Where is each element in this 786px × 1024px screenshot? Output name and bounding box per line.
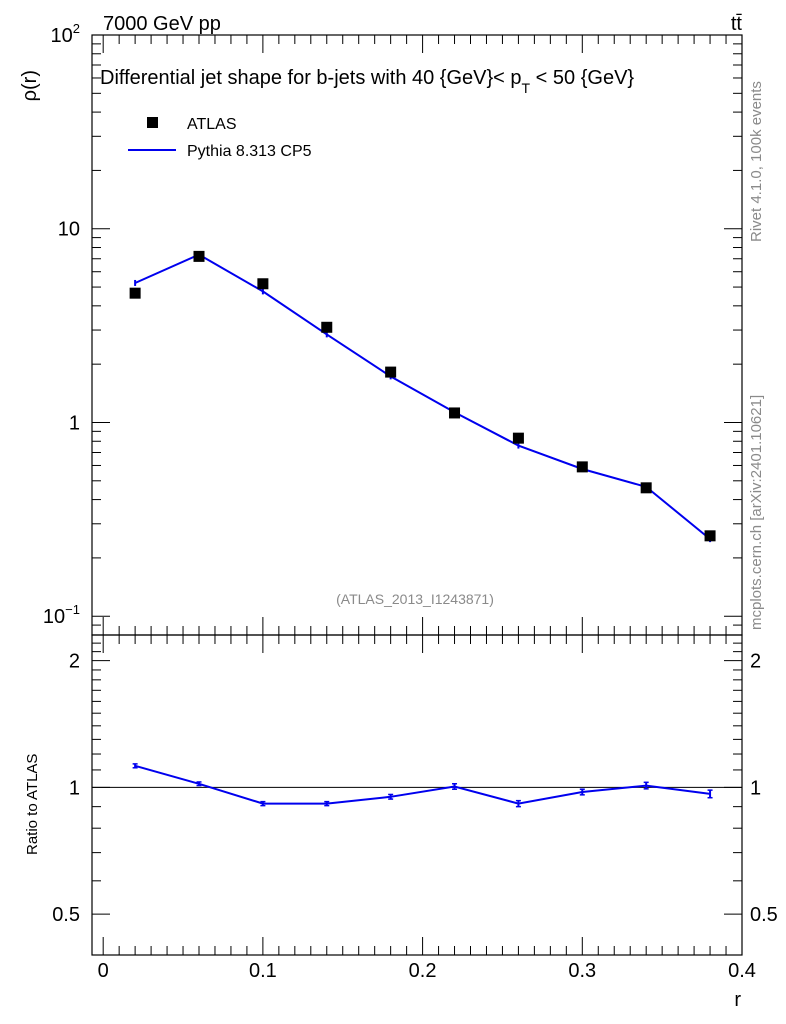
ratio-y-tick-labels: 2 2 1 1 0.5 0.5 — [52, 651, 778, 927]
legend-label-atlas: ATLAS — [187, 116, 237, 133]
analysis-id: (ATLAS_2013_I1243871) — [336, 591, 494, 607]
atlas-data-point — [449, 407, 461, 419]
ratio-y-tick-label-left: 1 — [69, 777, 80, 799]
x-tick-label: 0.4 — [728, 960, 756, 982]
mc-series-main — [134, 251, 712, 543]
atlas-data-point — [193, 250, 205, 262]
main-y-tick-label-base: 10 — [58, 219, 80, 241]
x-tick-label: 0 — [98, 960, 109, 982]
ratio-y-tick-label-right: 0.5 — [750, 904, 778, 926]
legend-label-pythia: Pythia 8.313 CP5 — [187, 143, 312, 160]
rivet-label: Rivet 4.1.0, 100k events — [748, 81, 765, 242]
atlas-data-point — [385, 366, 397, 378]
atlas-data-point — [321, 321, 333, 333]
ratio-y-tick-label-left: 0.5 — [52, 904, 80, 926]
mc-line-main — [134, 253, 711, 540]
mcplots-label: mcplots.cern.ch [arXiv:2401.10621] — [748, 395, 765, 630]
ratio-y-tick-label-right: 1 — [750, 777, 761, 799]
chart-title: Differential jet shape for b-jets with 4… — [100, 67, 634, 96]
atlas-data-point — [704, 530, 716, 542]
x-axis-label: r — [734, 989, 741, 1011]
y-axis-label-ratio: Ratio to ATLAS — [24, 754, 41, 855]
ratio-y-ticks — [92, 634, 742, 956]
data-series-main — [129, 250, 716, 542]
y-axis-label-main: ρ(r) — [19, 70, 41, 101]
process-label: tt̄ — [731, 13, 743, 35]
x-tick-label: 0.3 — [568, 960, 596, 982]
main-y-tick-label: 1 — [69, 412, 80, 434]
main-y-tick-label: 10 — [58, 219, 80, 241]
x-ticks — [102, 35, 743, 955]
main-y-ticks — [92, 34, 742, 636]
ratio-y-tick-label-left: 2 — [69, 651, 80, 673]
main-y-tick-label-base: 10 — [51, 25, 73, 47]
main-y-tick-label-exponent: 2 — [73, 21, 80, 36]
ratio-y-tick-label-right: 2 — [750, 651, 761, 673]
x-tick-labels: 0 0.1 0.2 0.3 0.4 — [98, 960, 756, 982]
main-y-tick-label-base: 1 — [69, 412, 80, 434]
main-y-tick-label-base: 10 — [43, 606, 65, 628]
main-y-tick-label: 10−1 — [43, 602, 80, 628]
atlas-data-point — [129, 287, 141, 299]
ratio-panel-frame — [91, 634, 743, 956]
main-y-tick-label: 102 — [51, 21, 80, 47]
main-y-tick-label-exponent: −1 — [65, 602, 80, 617]
x-tick-label: 0.1 — [249, 960, 277, 982]
mc-line-ratio — [134, 764, 711, 805]
title-subscript: T — [522, 80, 531, 96]
mc-series-ratio — [132, 763, 713, 808]
atlas-data-point — [640, 482, 652, 494]
atlas-data-point — [512, 432, 524, 444]
legend: ATLAS Pythia 8.313 CP5 — [128, 116, 312, 160]
atlas-data-point — [257, 278, 269, 290]
x-tick-label: 0.2 — [409, 960, 437, 982]
title-prefix: Differential jet shape for b-jets with 4… — [100, 67, 522, 89]
legend-marker-atlas — [147, 117, 158, 128]
energy-label: 7000 GeV pp — [103, 13, 221, 35]
atlas-data-point — [576, 461, 588, 473]
title-suffix: < 50 {GeV} — [530, 67, 634, 89]
